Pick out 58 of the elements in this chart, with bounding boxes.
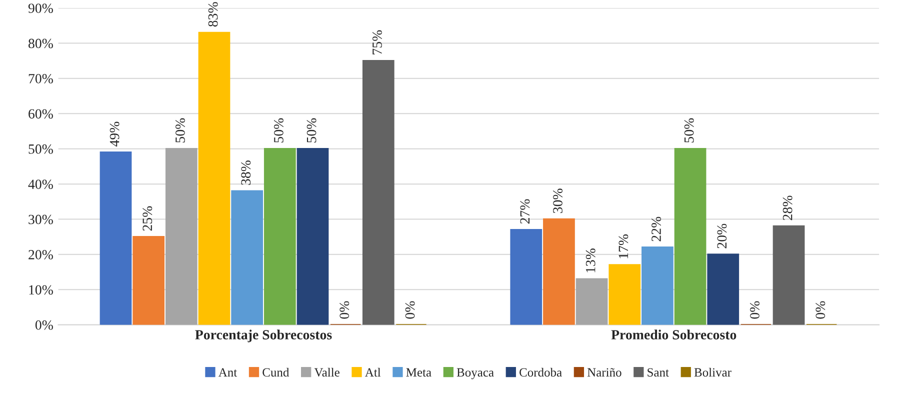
bar	[296, 148, 329, 325]
legend-label: Meta	[406, 368, 432, 377]
bar	[198, 32, 230, 325]
legend-label: Ant	[218, 368, 238, 377]
legend-label: Valle	[314, 368, 340, 377]
bar	[231, 190, 264, 325]
data-label: 50%	[274, 118, 284, 142]
legend-label: Cund	[262, 368, 290, 377]
legend-label: Nariño	[587, 368, 622, 377]
bar	[674, 148, 706, 325]
bar	[100, 152, 132, 325]
bar	[543, 218, 575, 325]
data-label: 0%	[816, 301, 826, 319]
data-label: 50%	[684, 118, 694, 142]
x-tick-label: Porcentaje Sobrecostos	[195, 330, 332, 342]
y-tick-label: 20%	[28, 250, 53, 260]
y-tick-label: 90%	[28, 4, 53, 14]
data-label: 28%	[782, 196, 792, 220]
data-label: 0%	[340, 301, 350, 319]
y-tick-label: 80%	[28, 38, 53, 48]
data-label: 22%	[652, 216, 661, 242]
data-label: 25%	[142, 206, 152, 231]
bar	[608, 264, 641, 325]
data-label: 30%	[553, 188, 562, 213]
data-label: 50%	[306, 118, 316, 142]
y-tick-label: 60%	[28, 109, 53, 119]
y-tick-label: 40%	[28, 180, 53, 190]
legend-label: Boyaca	[456, 368, 494, 380]
y-tick-label: 50%	[28, 144, 53, 154]
legend-label: Cordoba	[520, 368, 562, 377]
bar	[642, 246, 674, 325]
data-label: 49%	[110, 122, 120, 147]
bar	[165, 148, 198, 325]
data-label: 38%	[241, 160, 251, 185]
bar	[707, 254, 740, 325]
data-label: 13%	[586, 248, 596, 272]
data-label: 83%	[208, 2, 218, 27]
data-label: 50%	[176, 118, 185, 142]
bar	[362, 60, 394, 325]
data-label: 0%	[405, 301, 415, 319]
x-tick-label: Promedio Sobrecosto	[611, 330, 736, 340]
data-label: 20%	[717, 224, 727, 248]
y-tick-label: 10%	[29, 285, 53, 295]
bar	[576, 278, 608, 325]
data-label: 0%	[750, 301, 760, 319]
y-tick-label: 70%	[28, 74, 53, 84]
legend-label: Sant	[648, 368, 669, 377]
bar	[772, 225, 805, 325]
legend-label: Atl	[365, 368, 381, 377]
data-label: 75%	[372, 30, 382, 54]
legend-label: Bolivar	[694, 368, 732, 377]
y-tick-label: 0%	[35, 320, 53, 330]
data-label: 17%	[618, 234, 628, 258]
data-label: 27%	[520, 199, 530, 224]
bar	[132, 236, 165, 325]
bar	[510, 228, 542, 325]
y-tick-label: 30%	[28, 214, 53, 224]
bar	[264, 148, 296, 325]
